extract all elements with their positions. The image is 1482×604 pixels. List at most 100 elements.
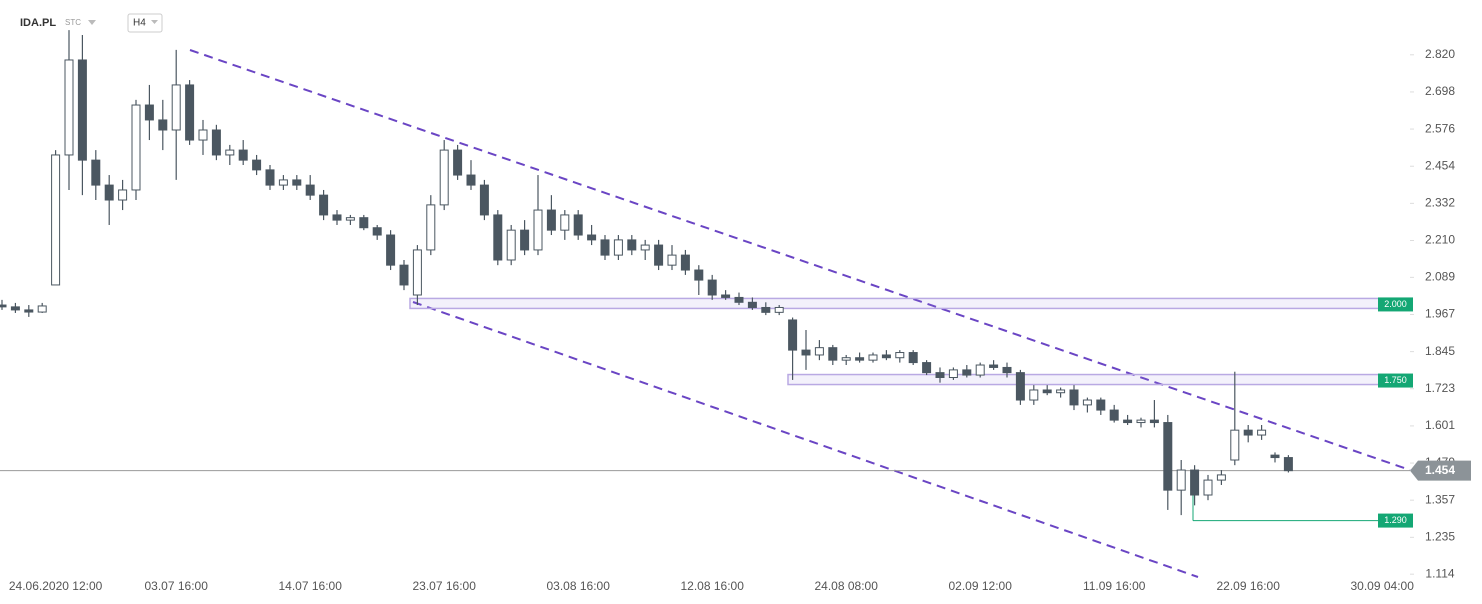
candle-body: [881, 354, 891, 359]
candle-body: [278, 179, 288, 186]
x-tick-label: 23.07 16:00: [412, 579, 476, 593]
candle-body: [493, 214, 503, 261]
candle-body: [520, 229, 530, 251]
candle-body: [426, 204, 436, 251]
candle-body: [1109, 409, 1119, 421]
interval-box[interactable]: [127, 13, 163, 33]
x-tick-label: 03.08 16:00: [546, 579, 610, 593]
dropdown-caret[interactable]: [88, 20, 96, 25]
candle-body: [466, 174, 476, 186]
candle-body: [1203, 479, 1213, 496]
level-zone: [409, 297, 1381, 310]
channel-lower: [412, 301, 1199, 578]
candle-body: [774, 306, 784, 313]
candle-body: [680, 254, 690, 271]
candle-body: [908, 352, 918, 364]
candle-body: [814, 347, 824, 356]
candle-body: [91, 159, 101, 186]
candle-body: [1015, 372, 1025, 401]
interval[interactable]: H4: [133, 18, 146, 29]
candle-body: [855, 357, 865, 361]
candle-body: [332, 214, 342, 221]
candle-body: [319, 194, 329, 216]
candle-body: [131, 104, 141, 191]
candle-body: [198, 129, 208, 141]
y-tick-label: 2.089: [1425, 270, 1455, 284]
candle-body: [948, 369, 958, 378]
level-label: 1.290: [1384, 515, 1407, 525]
candle-body: [479, 184, 489, 216]
candle-body: [801, 349, 811, 356]
candle-body: [1216, 474, 1226, 481]
candle-body: [77, 59, 87, 161]
candle-body: [37, 305, 47, 313]
candle-body: [24, 309, 34, 313]
y-tick-label: 1.967: [1425, 307, 1455, 321]
candle-body: [1230, 429, 1240, 461]
candle-body: [211, 129, 221, 156]
level-zone: [787, 373, 1381, 386]
candle-body: [359, 217, 369, 229]
candle-body: [506, 229, 516, 261]
level-label-box: [1378, 373, 1413, 388]
candle-body: [10, 306, 20, 311]
candle-body: [761, 306, 771, 313]
x-tick-label: 30.09 04:00: [1350, 579, 1414, 593]
source[interactable]: STC: [65, 18, 81, 27]
candle-body: [439, 149, 449, 206]
candle-body: [265, 169, 275, 186]
candle-body: [104, 184, 114, 201]
candle-body: [1056, 389, 1066, 394]
y-tick-label: 1.357: [1425, 492, 1455, 506]
candle-body: [1163, 422, 1173, 491]
candle-body: [1176, 469, 1186, 491]
y-tick-label: 2.454: [1425, 158, 1455, 172]
y-tick-label: 1.601: [1425, 418, 1455, 432]
candle-body: [895, 352, 905, 359]
x-tick-label: 03.07 16:00: [144, 579, 208, 593]
candle-body: [935, 372, 945, 378]
candle-body: [252, 159, 262, 171]
candle-body: [386, 234, 396, 266]
candle-body: [962, 369, 972, 376]
y-tick-label: 2.820: [1425, 47, 1455, 61]
candle-body: [118, 189, 128, 201]
candle-body: [667, 254, 677, 266]
candle-body: [734, 296, 744, 303]
candle-body: [1283, 457, 1293, 472]
candle-body: [1243, 429, 1253, 436]
candle-body: [64, 59, 74, 156]
candle-body: [1002, 366, 1012, 374]
candle-body: [225, 149, 235, 156]
candle-body: [573, 214, 583, 236]
candle-body: [788, 319, 798, 351]
candle-body: [0, 304, 7, 308]
candle-body: [1270, 454, 1280, 459]
candle-body: [399, 264, 409, 286]
x-tick-label: 14.07 16:00: [278, 579, 342, 593]
level-label-box: [1378, 513, 1413, 528]
candle-body: [613, 239, 623, 256]
candle-body: [922, 362, 932, 374]
candle-body: [975, 364, 985, 376]
candle-body: [560, 214, 570, 231]
y-tick-label: 1.723: [1425, 381, 1455, 395]
candle-body: [1029, 389, 1039, 401]
x-tick-label: 02.09 12:00: [948, 579, 1012, 593]
y-tick-label: 2.332: [1425, 196, 1455, 210]
y-tick-label: 2.698: [1425, 84, 1455, 98]
level-label-box: [1378, 297, 1413, 312]
candle-body: [1042, 389, 1052, 394]
candle-body: [345, 217, 355, 221]
candle-body: [868, 354, 878, 361]
candle-body: [707, 279, 717, 296]
candle-body: [587, 234, 597, 241]
candle-body: [989, 364, 999, 368]
x-tick-label: 24.06.2020 12:00: [9, 579, 103, 593]
candle-body: [654, 244, 664, 266]
candle-body: [158, 119, 168, 131]
candle-body: [546, 209, 556, 231]
candle-body: [694, 269, 704, 281]
candle-body: [600, 239, 610, 256]
